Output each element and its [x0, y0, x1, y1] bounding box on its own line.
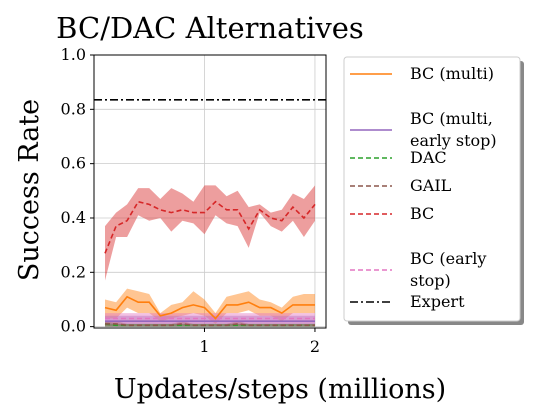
plot-frame [93, 54, 327, 329]
plot-area: 0.0 0.2 0.4 0.6 0.8 1.0 1 2 [61, 45, 327, 356]
legend-label: BC (multi, [410, 109, 493, 128]
y-tick-label: 0.2 [61, 262, 86, 281]
y-tick-label: 0.0 [61, 317, 86, 336]
series-line-gail [105, 323, 315, 327]
legend-label: BC [410, 204, 434, 223]
y-tick-label: 1.0 [61, 45, 86, 64]
y-tick-label: 0.6 [61, 154, 86, 173]
band-bc [105, 185, 315, 281]
x-tick-label: 2 [310, 337, 320, 356]
legend-box [343, 56, 521, 322]
x-tick-label: 1 [199, 337, 209, 356]
chart-title: BC/DAC Alternatives [56, 11, 364, 45]
legend: BC (multi) BC (multi, early stop)DAC GAIL BC… [343, 56, 524, 325]
legend-label: stop) [410, 271, 451, 290]
y-tick-label: 0.4 [61, 208, 86, 227]
y-tick-label: 0.8 [61, 99, 86, 118]
legend-label: Expert [410, 292, 465, 311]
legend-label: DAC [410, 148, 447, 167]
series-line-bc [104, 200, 316, 254]
legend-label: GAIL [410, 176, 452, 195]
x-axis-label: Updates/steps (millions) [114, 374, 446, 405]
legend-label: early stop) [410, 131, 497, 150]
legend-label: BC (multi) [410, 64, 494, 83]
band-bc-multi [105, 288, 315, 324]
legend-label: BC (early [410, 249, 486, 268]
series-line-bc-multi [104, 295, 315, 320]
y-axis-label: Success Rate [14, 99, 45, 281]
